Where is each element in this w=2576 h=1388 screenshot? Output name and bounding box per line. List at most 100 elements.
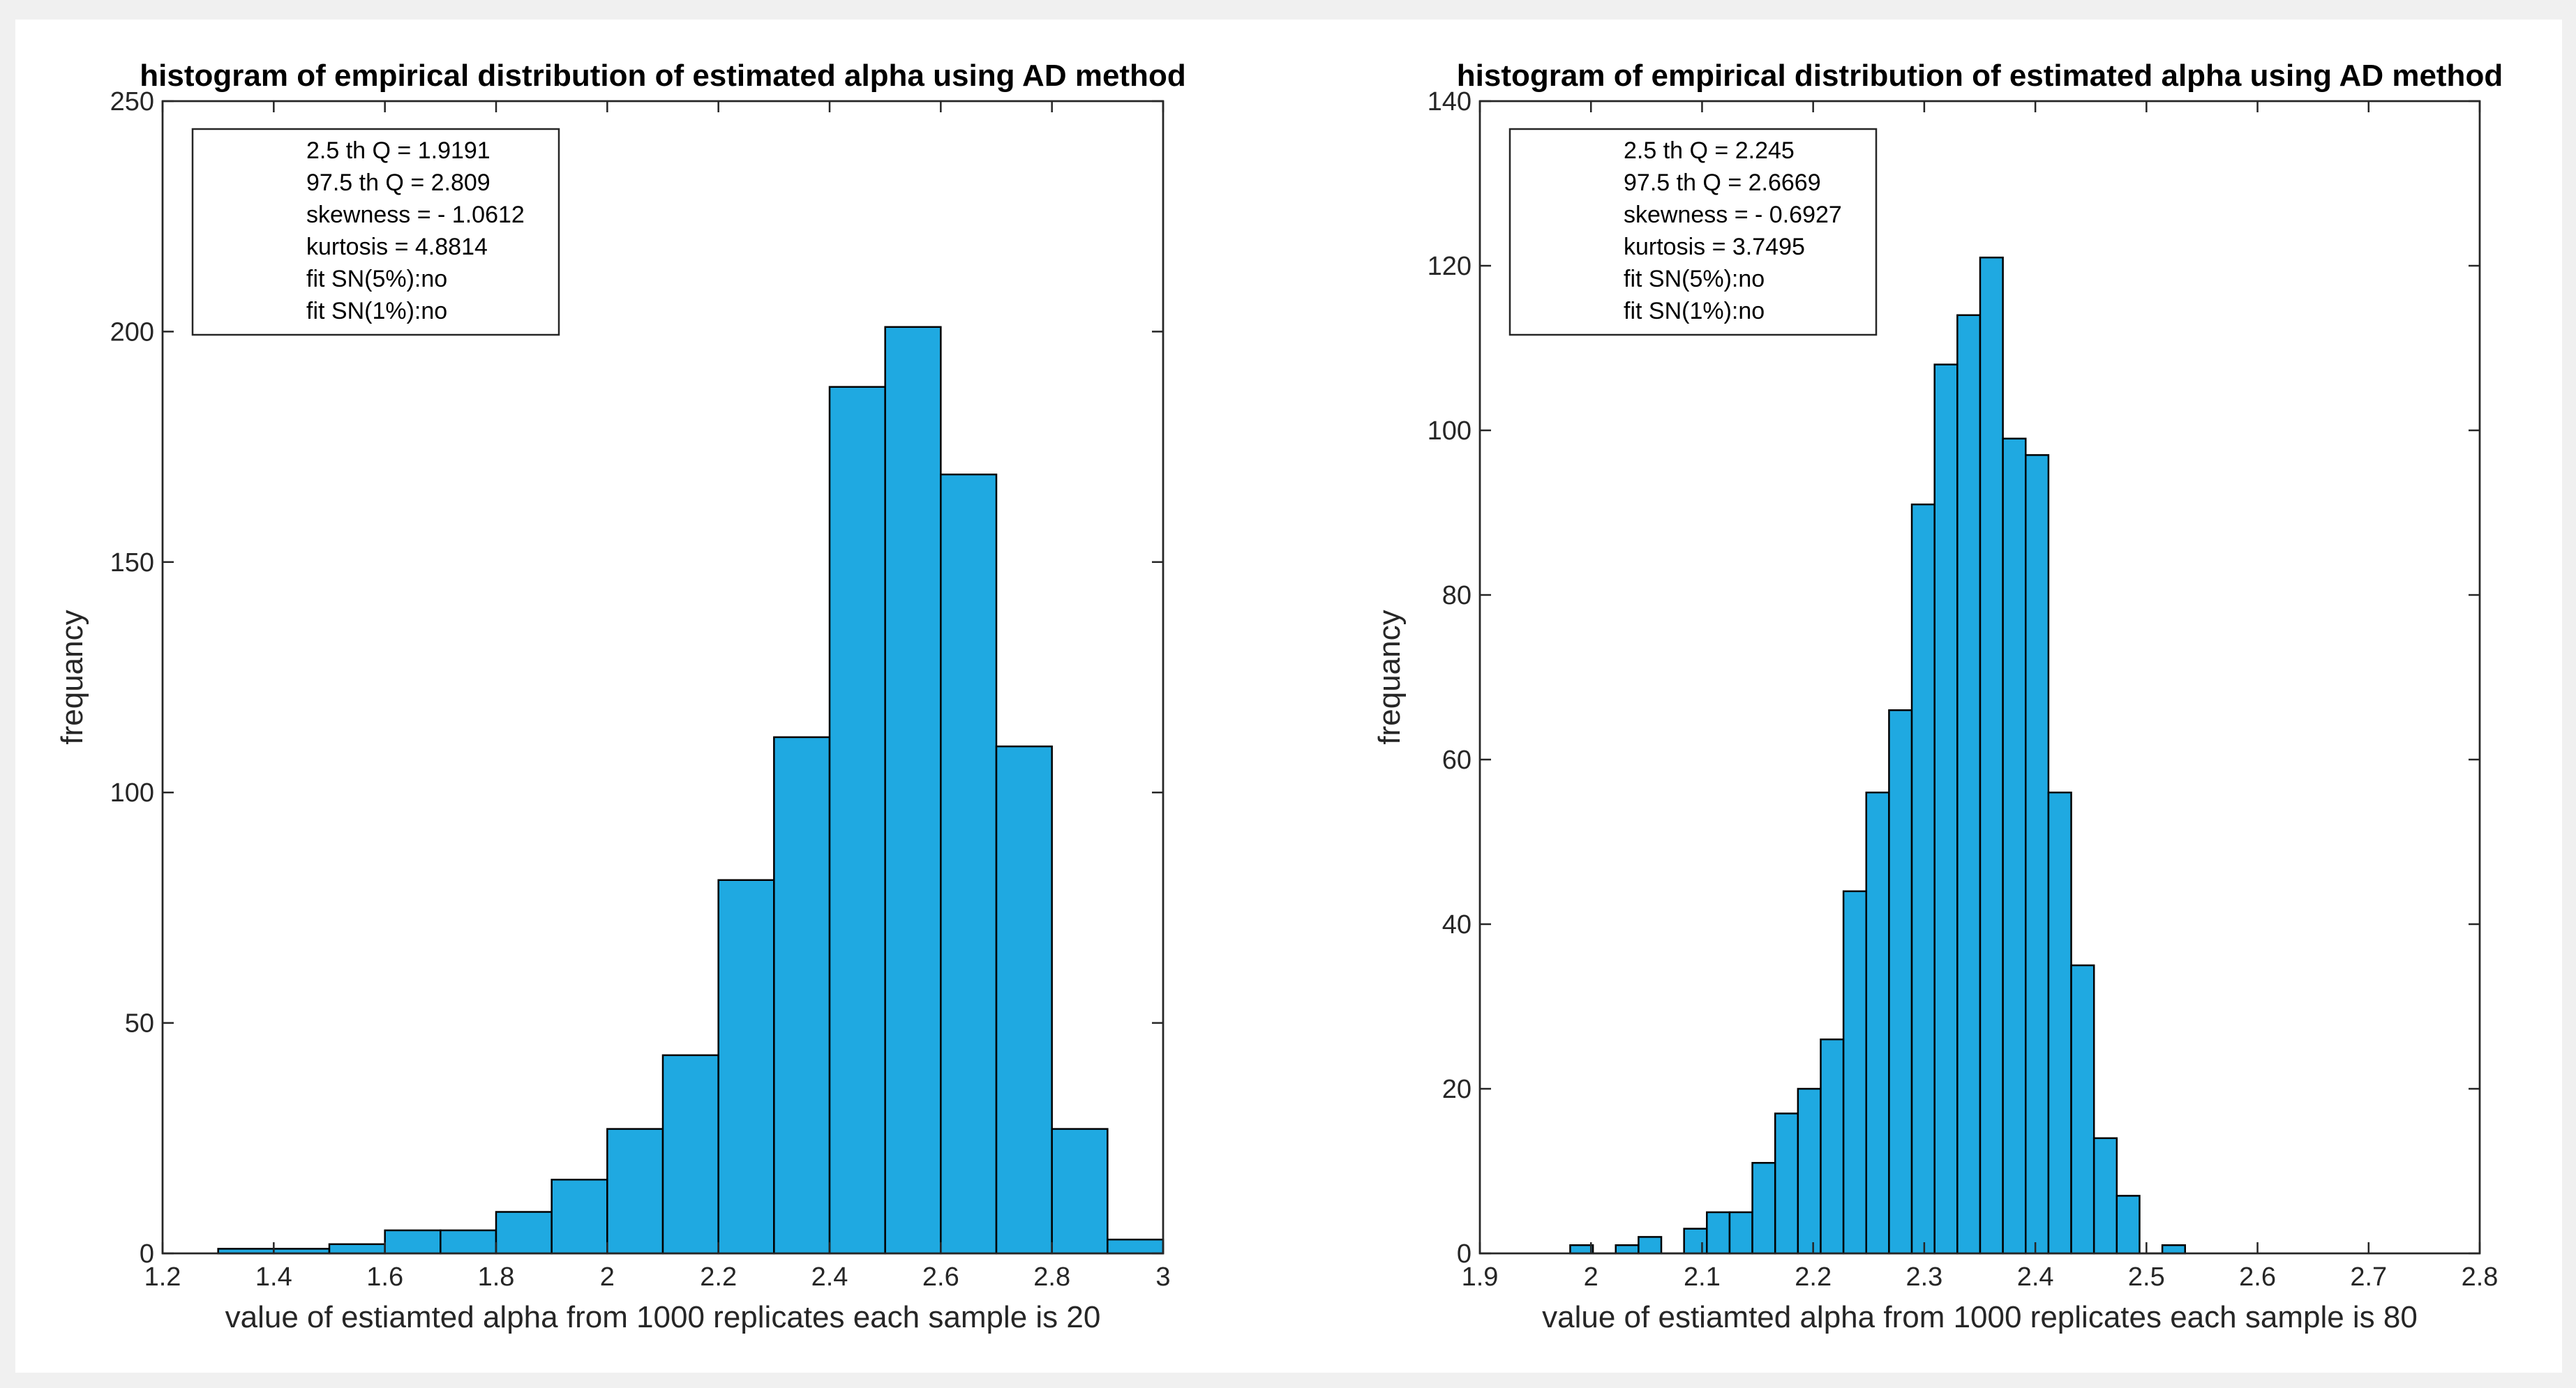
axes-frame-outline xyxy=(1478,100,2481,1255)
legend-line-kurtosis: kurtosis = 3.7495 xyxy=(1624,234,1805,260)
legend-box xyxy=(191,128,560,336)
histogram-bar xyxy=(2025,454,2050,1255)
histogram-bar xyxy=(2161,1244,2186,1255)
histogram-bar xyxy=(1706,1211,1731,1255)
legend-box xyxy=(1508,128,1878,336)
stats-legend: 2.5 th Q = 2.245 97.5 th Q = 2.6669 skew… xyxy=(1508,128,1878,336)
legend-line-q025: 2.5 th Q = 1.9191 xyxy=(306,137,491,164)
y-tick-label: 100 xyxy=(110,778,154,808)
x-tick-label: 2.6 xyxy=(2239,1262,2276,1292)
x-axis-label: value of estiamted alpha from 1000 repli… xyxy=(225,1300,1101,1334)
x-tick-label: 1.6 xyxy=(366,1262,403,1292)
histogram-bar xyxy=(661,1054,719,1255)
histogram-bar xyxy=(717,879,775,1255)
histogram-bar xyxy=(1683,1228,1708,1255)
x-tick-label: 2.7 xyxy=(2350,1262,2387,1292)
ticks-group: 1.2 1.4 1.6 1.8 2 2.2 2.4 2.6 2.8 3 0 50 100 150 200 25… xyxy=(110,87,1171,1292)
x-tick-label: 2 xyxy=(600,1262,615,1292)
x-tick-label: 2.1 xyxy=(1684,1262,1721,1292)
y-tick-label: 80 xyxy=(1442,581,1472,610)
legend-line-fit1: fit SN(1%):no xyxy=(306,298,447,324)
x-tick-label: 2.2 xyxy=(1795,1262,1832,1292)
y-tick-label: 100 xyxy=(1428,416,1472,446)
histogram-bar xyxy=(1956,314,1982,1255)
legend-line-fit1: fit SN(1%):no xyxy=(1624,298,1765,324)
x-tick-label: 2.6 xyxy=(922,1262,959,1292)
histogram-bar xyxy=(1107,1238,1165,1255)
y-tick-label: 20 xyxy=(1442,1075,1472,1104)
histogram-bar xyxy=(2002,437,2027,1255)
legend-line-q025: 2.5 th Q = 2.245 xyxy=(1624,137,1795,164)
histogram-bar xyxy=(1865,791,1890,1255)
histogram-bar xyxy=(773,736,831,1255)
x-tick-label: 2.2 xyxy=(700,1262,737,1292)
ticks-group: 1.9 2 2.1 2.2 2.3 2.4 2.5 2.6 2.7 2.8 0 20 40 60 80 100… xyxy=(1428,87,2499,1292)
histogram-bar xyxy=(1933,363,1959,1255)
histogram-bar xyxy=(328,1243,386,1255)
x-tick-label: 2 xyxy=(1584,1262,1598,1292)
y-tick-label: 120 xyxy=(1428,252,1472,281)
y-tick-label: 60 xyxy=(1442,746,1472,775)
legend-line-skewness: skewness = - 1.0612 xyxy=(306,202,525,228)
histogram-bar xyxy=(1569,1244,1594,1255)
legend-line-fit5: fit SN(5%):no xyxy=(1624,266,1765,292)
histogram-bar xyxy=(884,326,942,1255)
histogram-bar xyxy=(1728,1211,1753,1255)
legend-line-kurtosis: kurtosis = 4.8814 xyxy=(306,234,488,260)
histogram-bar xyxy=(1797,1087,1822,1255)
x-tick-label: 2.8 xyxy=(2462,1262,2499,1292)
histogram-bar xyxy=(1979,256,2004,1255)
legend-line-skewness: skewness = - 0.6927 xyxy=(1624,202,1842,228)
histogram-bar xyxy=(1615,1244,1640,1255)
histogram-bar xyxy=(995,745,1053,1255)
y-axis-label: frequancy xyxy=(1372,610,1407,744)
x-tick-label: 2.4 xyxy=(2017,1262,2054,1292)
histogram-bar xyxy=(2092,1137,2118,1255)
chart-title: histogram of empirical distribution of e… xyxy=(1457,59,2503,93)
y-tick-label: 40 xyxy=(1442,910,1472,940)
histogram-left: 1.2 1.4 1.6 1.8 2 2.2 2.4 2.6 2.8 3 0 50 100 150 200 25… xyxy=(55,59,1186,1334)
x-tick-label: 2.8 xyxy=(1033,1262,1070,1292)
y-tick-label: 50 xyxy=(125,1009,154,1039)
histogram-bar xyxy=(1888,709,1913,1255)
histogram-bar xyxy=(606,1128,664,1255)
histogram-bar xyxy=(1910,503,1935,1255)
y-tick-label: 250 xyxy=(110,87,154,116)
y-tick-label: 0 xyxy=(140,1239,154,1269)
x-tick-label: 1.8 xyxy=(478,1262,515,1292)
histogram-bar xyxy=(1751,1161,1776,1255)
x-tick-label: 1.4 xyxy=(255,1262,292,1292)
legend-line-q975: 97.5 th Q = 2.6669 xyxy=(1624,169,1821,196)
bars-group xyxy=(1569,256,2186,1255)
histogram-bar xyxy=(551,1179,608,1255)
x-tick-label: 2.4 xyxy=(811,1262,848,1292)
histogram-bar xyxy=(1820,1038,1845,1255)
histogram-bar xyxy=(1051,1128,1109,1255)
histogram-bar xyxy=(940,473,998,1255)
x-tick-label: 1.2 xyxy=(144,1262,181,1292)
histogram-bar xyxy=(2116,1195,2141,1255)
histogram-right: 1.9 2 2.1 2.2 2.3 2.4 2.5 2.6 2.7 2.8 0 20 40 60 80 100… xyxy=(1372,59,2503,1334)
histogram-bar xyxy=(1774,1112,1799,1255)
x-tick-label: 2.3 xyxy=(1905,1262,1942,1292)
histogram-bar xyxy=(495,1211,553,1255)
histogram-bar xyxy=(440,1229,497,1255)
axes-frame-outline xyxy=(161,100,1165,1255)
y-axis-label: frequancy xyxy=(55,610,89,744)
legend-line-q975: 97.5 th Q = 2.809 xyxy=(306,169,491,196)
y-tick-label: 140 xyxy=(1428,87,1472,116)
y-tick-label: 200 xyxy=(110,317,154,347)
histogram-bar xyxy=(828,386,886,1255)
stats-legend: 2.5 th Q = 1.9191 97.5 th Q = 2.809 skew… xyxy=(191,128,560,336)
bars-group xyxy=(217,326,1165,1255)
y-tick-label: 0 xyxy=(1457,1239,1472,1269)
x-tick-label: 3 xyxy=(1155,1262,1170,1292)
histogram-bar xyxy=(2070,964,2095,1255)
histogram-bar xyxy=(2047,791,2072,1255)
chart-title: histogram of empirical distribution of e… xyxy=(140,59,1185,93)
x-axis-label: value of estiamted alpha from 1000 repli… xyxy=(1542,1300,2418,1334)
x-tick-label: 2.5 xyxy=(2128,1262,2165,1292)
histogram-bar xyxy=(1842,890,1868,1255)
legend-line-fit5: fit SN(5%):no xyxy=(306,266,447,292)
